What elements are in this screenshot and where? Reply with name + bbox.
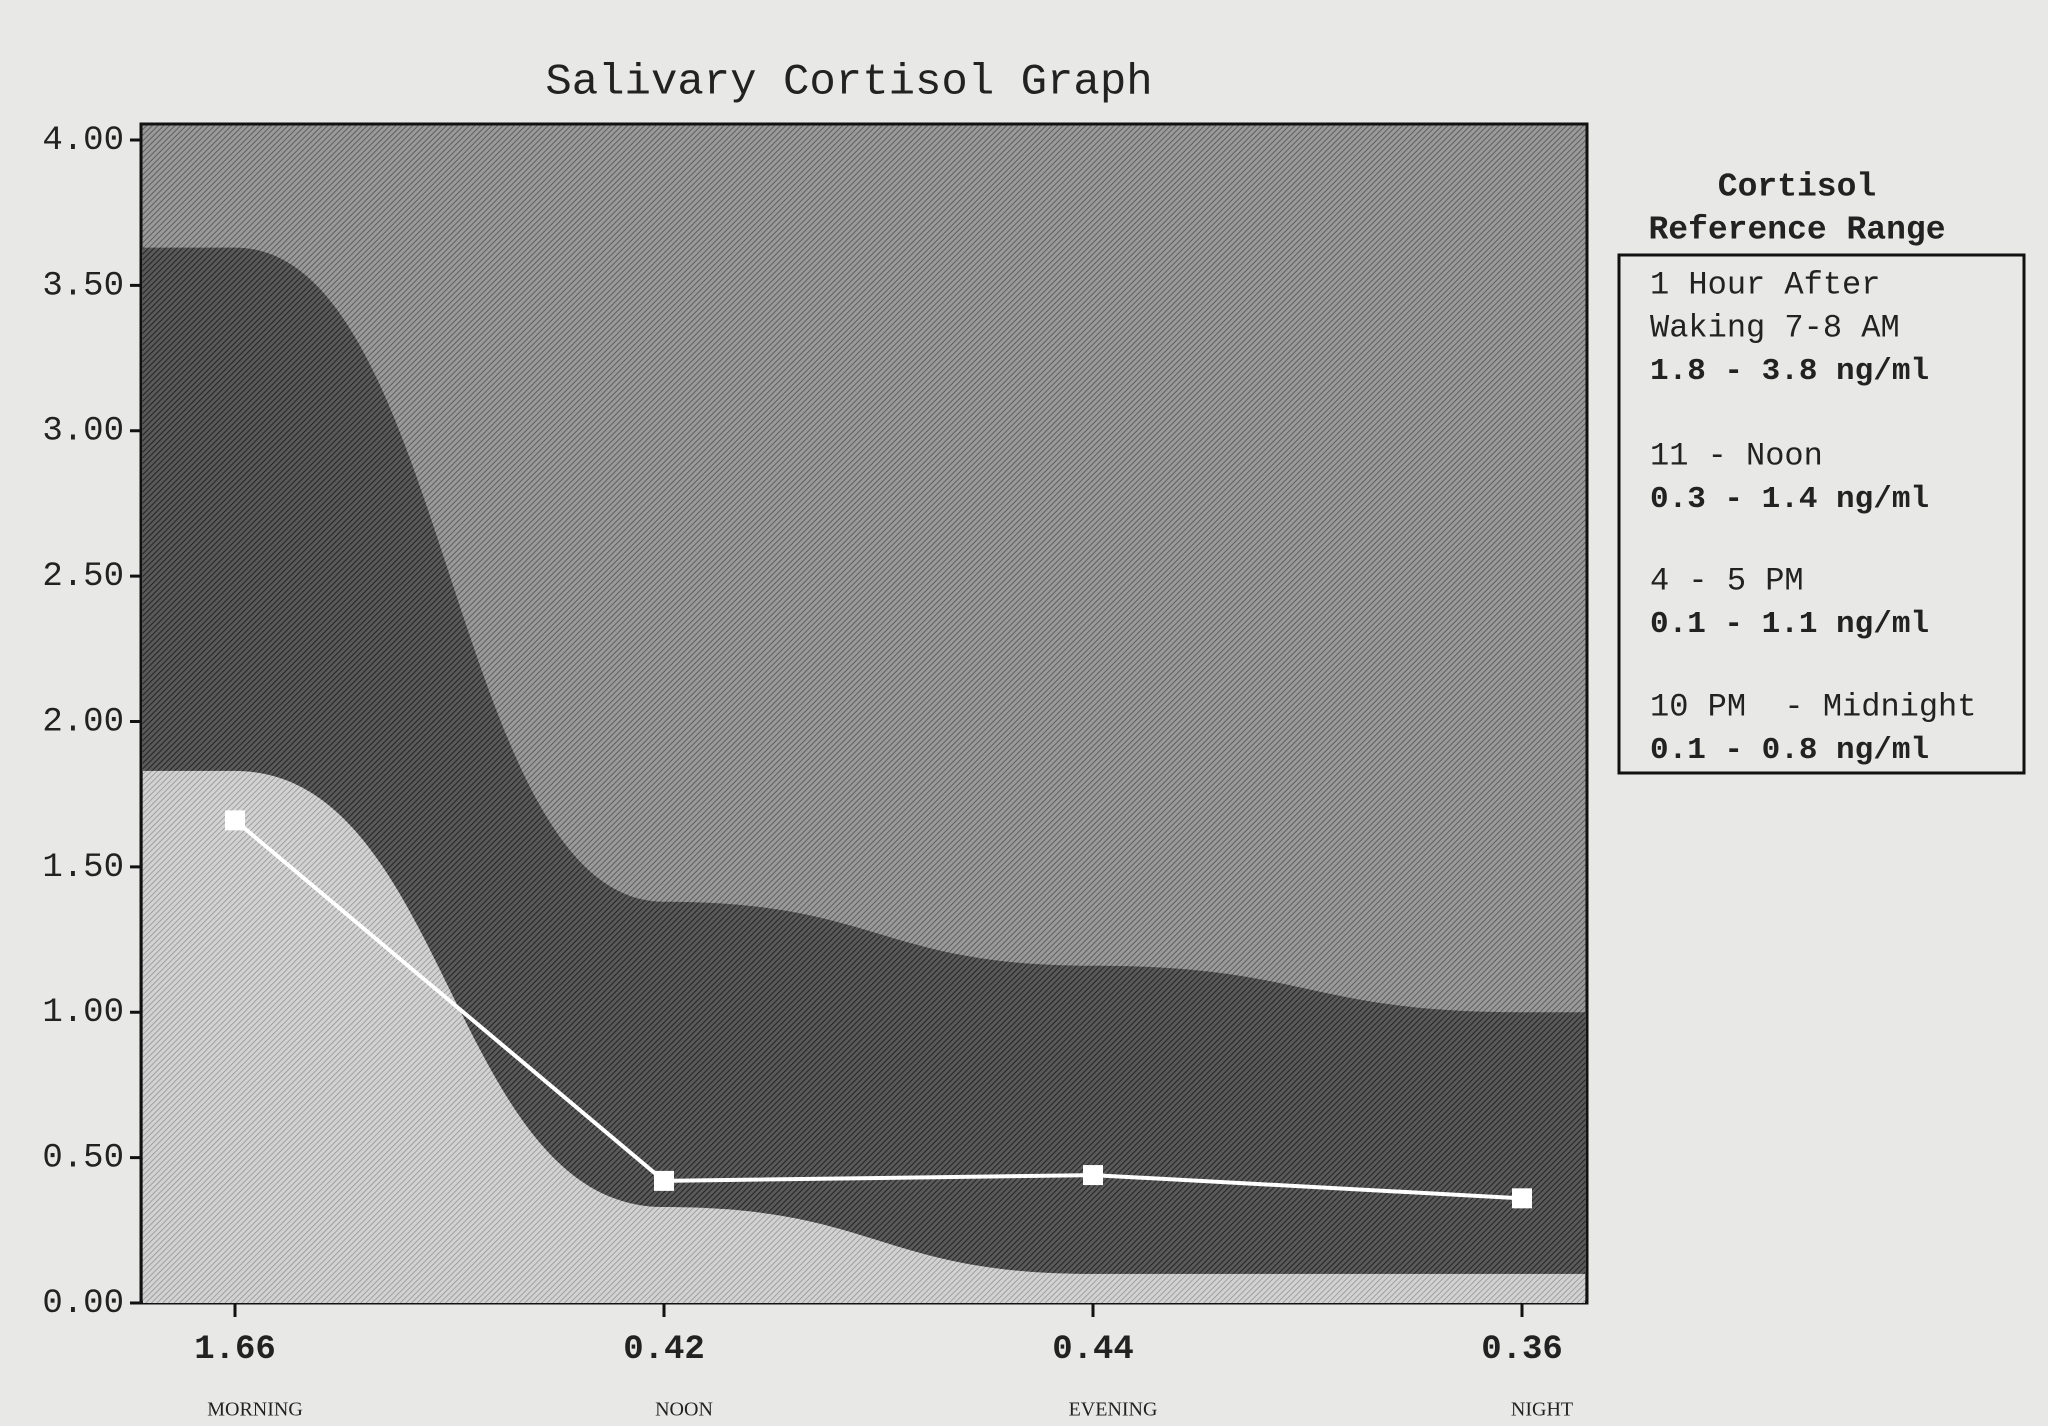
- legend-label: 10 PM - Midnight: [1650, 688, 1976, 725]
- legend-title: Cortisol: [1718, 169, 1876, 206]
- data-point: [1512, 1188, 1532, 1209]
- legend-range: 0.1 - 0.8 ng/ml: [1650, 733, 1929, 768]
- data-point: [225, 810, 245, 831]
- y-tick-label: 1.00: [42, 994, 124, 1032]
- y-tick-label: 0.00: [42, 1285, 124, 1323]
- legend-label: 1 Hour After: [1650, 266, 1880, 303]
- y-tick-label: 2.50: [42, 558, 124, 596]
- legend-label: Waking 7-8 AM: [1650, 309, 1900, 346]
- legend-label: 11 - Noon: [1650, 437, 1823, 474]
- y-tick-label: 2.00: [42, 703, 124, 741]
- x-tick-label: NOON: [655, 1399, 713, 1421]
- y-tick-label: 4.00: [42, 122, 124, 160]
- legend-range: 0.1 - 1.1 ng/ml: [1650, 607, 1929, 642]
- value-label: 0.36: [1481, 1331, 1563, 1369]
- x-tick-label: EVENING: [1069, 1399, 1158, 1421]
- y-tick-label: 3.50: [42, 267, 124, 305]
- reference-band: [143, 247, 1585, 1274]
- value-label: 1.66: [194, 1331, 276, 1369]
- x-tick-label: MORNING: [207, 1399, 303, 1421]
- chart-title: Salivary Cortisol Graph: [545, 58, 1152, 108]
- data-point: [1083, 1165, 1103, 1186]
- below-range-area: [143, 770, 1585, 1303]
- value-label: 0.44: [1052, 1331, 1134, 1369]
- legend-label: 4 - 5 PM: [1650, 562, 1804, 599]
- y-tick-label: 1.50: [42, 849, 124, 887]
- legend-title: Reference Range: [1648, 212, 1945, 249]
- y-tick-label: 3.00: [42, 413, 124, 451]
- legend-range: 1.8 - 3.8 ng/ml: [1650, 354, 1929, 389]
- data-point: [654, 1170, 674, 1191]
- data-line: [233, 818, 1523, 1201]
- legend-box: [1617, 253, 2026, 775]
- plot-area: [139, 122, 1589, 1305]
- legend-range: 0.3 - 1.4 ng/ml: [1650, 482, 1929, 517]
- value-label: 0.42: [623, 1331, 705, 1369]
- x-tick-label: NIGHT: [1511, 1399, 1573, 1421]
- y-tick-label: 0.50: [42, 1140, 124, 1178]
